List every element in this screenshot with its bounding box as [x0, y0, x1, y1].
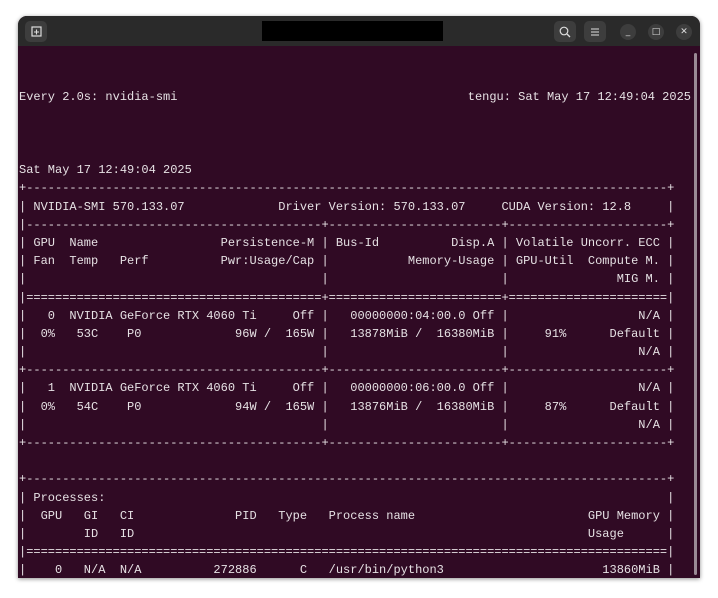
terminal-line: | | | N/A | — [19, 417, 675, 432]
terminal-line: |=======================================… — [19, 290, 675, 305]
terminal-line: | 1 NVIDIA GeForce RTX 4060 Ti Off | 000… — [19, 381, 675, 396]
window-title-redacted — [262, 21, 443, 41]
terminal-line: | GPU Name Persistence-M | Bus-Id Disp.A… — [19, 235, 675, 250]
terminal-line: Sat May 17 12:49:04 2025 — [19, 163, 192, 178]
terminal-line — [19, 452, 691, 470]
terminal-output[interactable]: Every 2.0s: nvidia-smi tengu: Sat May 17… — [19, 52, 691, 578]
terminal-line: | | | MIG M. | — [19, 272, 675, 287]
close-icon: ✕ — [680, 27, 688, 37]
terminal-line: | Fan Temp Perf Pwr:Usage/Cap | Memory-U… — [19, 254, 675, 269]
close-button[interactable]: ✕ — [676, 24, 692, 40]
new-tab-icon — [30, 26, 42, 37]
terminal-line: | GPU GI CI PID Type Process name GPU Me… — [19, 508, 675, 523]
terminal-line: +---------------------------------------… — [19, 181, 675, 196]
terminal-line: | | | N/A | — [19, 345, 675, 360]
new-tab-button[interactable] — [25, 21, 47, 42]
search-button[interactable] — [554, 21, 576, 42]
terminal-line: +---------------------------------------… — [19, 436, 675, 450]
terminal-line: | ID ID Usage | — [19, 526, 675, 541]
terminal-line — [19, 143, 691, 161]
title-bar: _ □ ✕ — [18, 16, 700, 46]
maximize-icon: □ — [651, 27, 661, 37]
terminal-line: | Processes: | — [19, 490, 675, 505]
terminal-window: _ □ ✕ Every 2.0s: nvidia-smi tengu: Sat … — [18, 16, 700, 578]
search-icon — [559, 26, 571, 37]
hamburger-menu-icon — [591, 27, 599, 36]
terminal-line: | 0% 54C P0 94W / 165W | 13876MiB / 1638… — [19, 399, 675, 414]
maximize-button[interactable]: □ — [648, 24, 664, 40]
watch-header: Every 2.0s: nvidia-smi tengu: Sat May 17… — [19, 88, 691, 106]
scrollbar[interactable] — [694, 53, 697, 575]
terminal-line: | NVIDIA-SMI 570.133.07 Driver Version: … — [19, 199, 675, 214]
menu-button[interactable] — [584, 21, 606, 42]
minimize-icon: _ — [625, 27, 631, 37]
terminal-line: |=======================================… — [19, 545, 675, 560]
terminal-line: | 0 NVIDIA GeForce RTX 4060 Ti Off | 000… — [19, 308, 675, 323]
terminal-line: |---------------------------------------… — [19, 217, 675, 232]
terminal-line: | 0% 53C P0 96W / 165W | 13878MiB / 1638… — [19, 326, 675, 341]
watch-host-time: tengu: Sat May 17 12:49:04 2025 — [467, 90, 691, 105]
terminal-line: +---------------------------------------… — [19, 472, 675, 487]
minimize-button[interactable]: _ — [620, 24, 636, 40]
watch-command: Every 2.0s: nvidia-smi — [19, 90, 178, 105]
terminal-line: | 0 N/A N/A 272886 C /usr/bin/python3 13… — [19, 563, 675, 578]
terminal-line: +---------------------------------------… — [19, 363, 675, 378]
